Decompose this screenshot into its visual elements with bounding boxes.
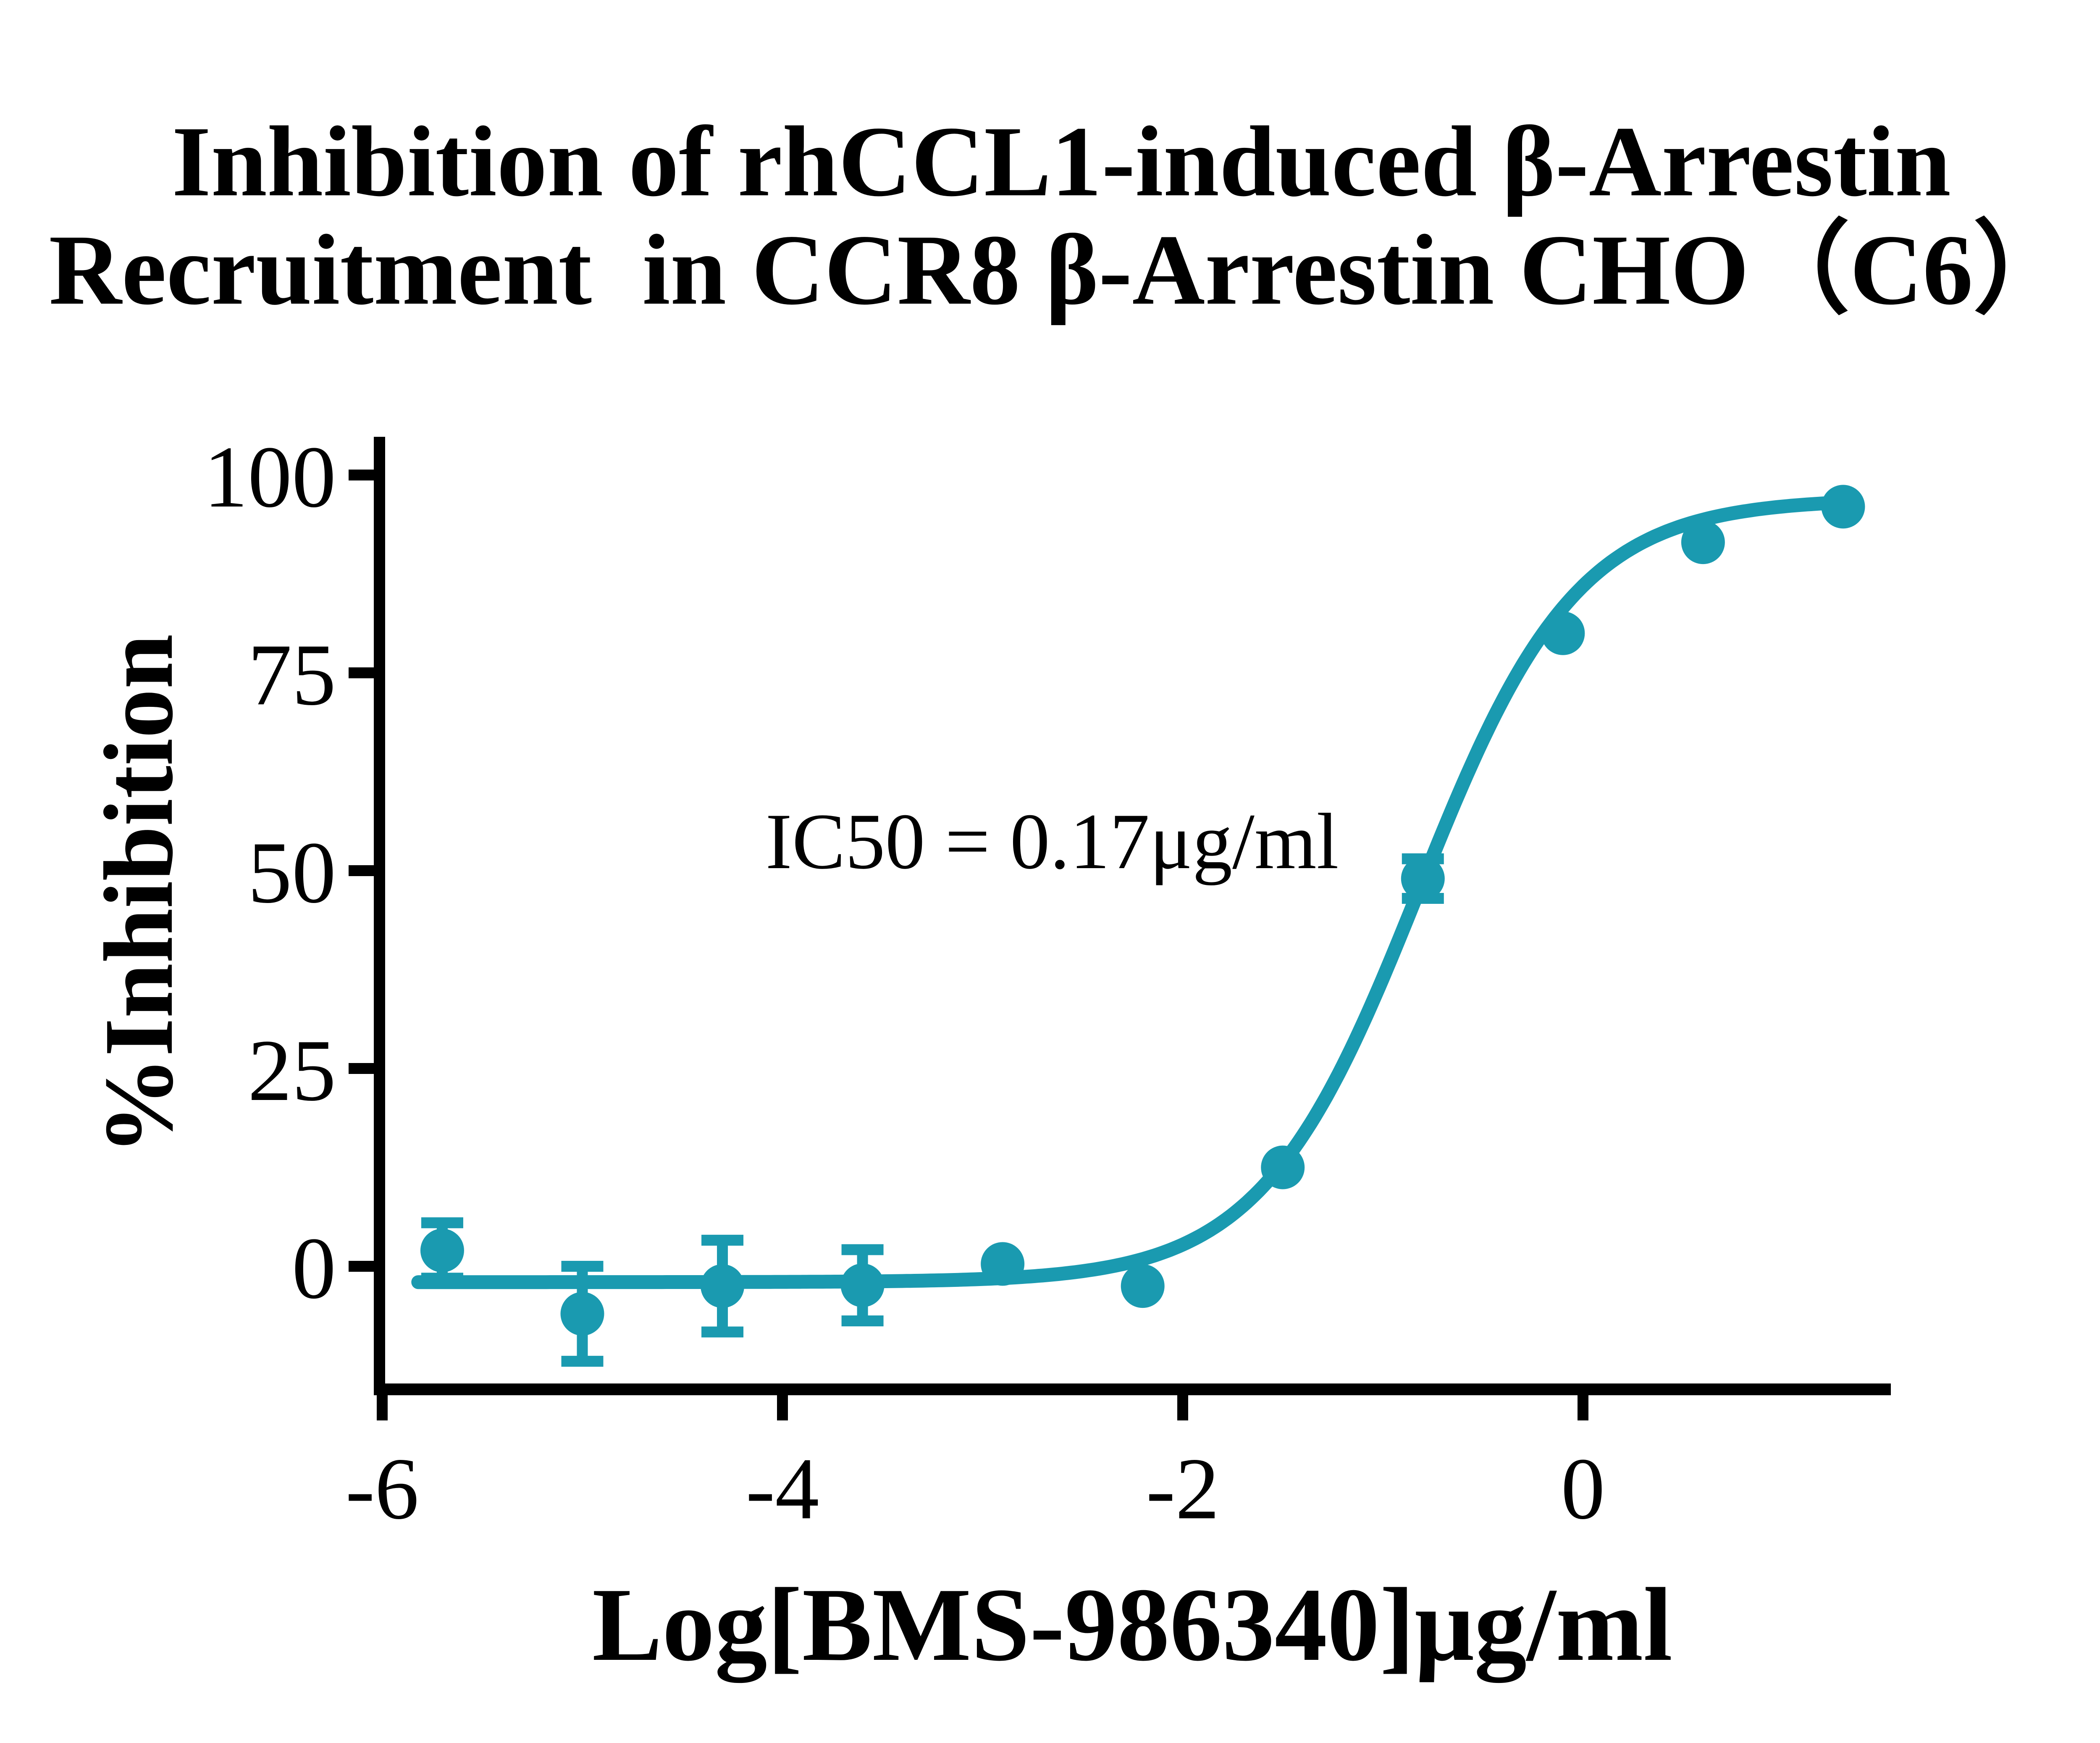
x-tick: [1177, 1383, 1188, 1420]
y-tick-label: 50: [248, 824, 336, 921]
y-tick: [349, 667, 374, 678]
y-tick: [349, 1063, 374, 1074]
data-point: [701, 1264, 745, 1308]
y-tick: [349, 865, 374, 876]
data-point: [1821, 485, 1865, 529]
data-point: [1541, 611, 1585, 655]
chart-title: Inhibition of rhCCL1-induced β-Arrestin …: [0, 107, 2100, 324]
y-tick-label: 0: [292, 1220, 336, 1317]
x-tick-label: -6: [346, 1440, 419, 1538]
y-tick-label: 100: [204, 428, 336, 526]
y-tick-label: 75: [248, 626, 336, 724]
chart-title-line-1: Inhibition of rhCCL1-induced β-Arrestin: [172, 105, 1951, 217]
chart-title-line-2: Recruitment in CCR8 β-Arrestin CHO（C6）: [49, 214, 2074, 326]
x-tick: [1578, 1383, 1588, 1420]
data-point: [1121, 1264, 1165, 1308]
x-axis-title: Log[BMS-986340]μg/ml: [592, 1567, 1673, 1683]
data-point: [840, 1263, 885, 1307]
data-point: [1261, 1145, 1305, 1189]
x-tick-label: -2: [1146, 1440, 1220, 1538]
data-point: [420, 1228, 464, 1273]
data-point: [981, 1242, 1025, 1286]
x-tick: [777, 1383, 788, 1420]
y-axis-line: [374, 437, 385, 1395]
data-point: [1401, 856, 1445, 900]
data-point: [560, 1292, 604, 1336]
x-tick-label: -4: [746, 1440, 819, 1538]
x-axis-line: [374, 1383, 1891, 1395]
ic50-annotation: IC50 = 0.17μg/ml: [765, 798, 1339, 886]
fit-curve: [411, 495, 1850, 1289]
x-tick: [377, 1383, 388, 1420]
y-tick: [349, 1261, 374, 1272]
data-point: [1681, 520, 1725, 564]
y-tick-label: 25: [248, 1022, 336, 1119]
x-tick-label: 0: [1561, 1440, 1605, 1538]
y-tick: [349, 470, 374, 480]
